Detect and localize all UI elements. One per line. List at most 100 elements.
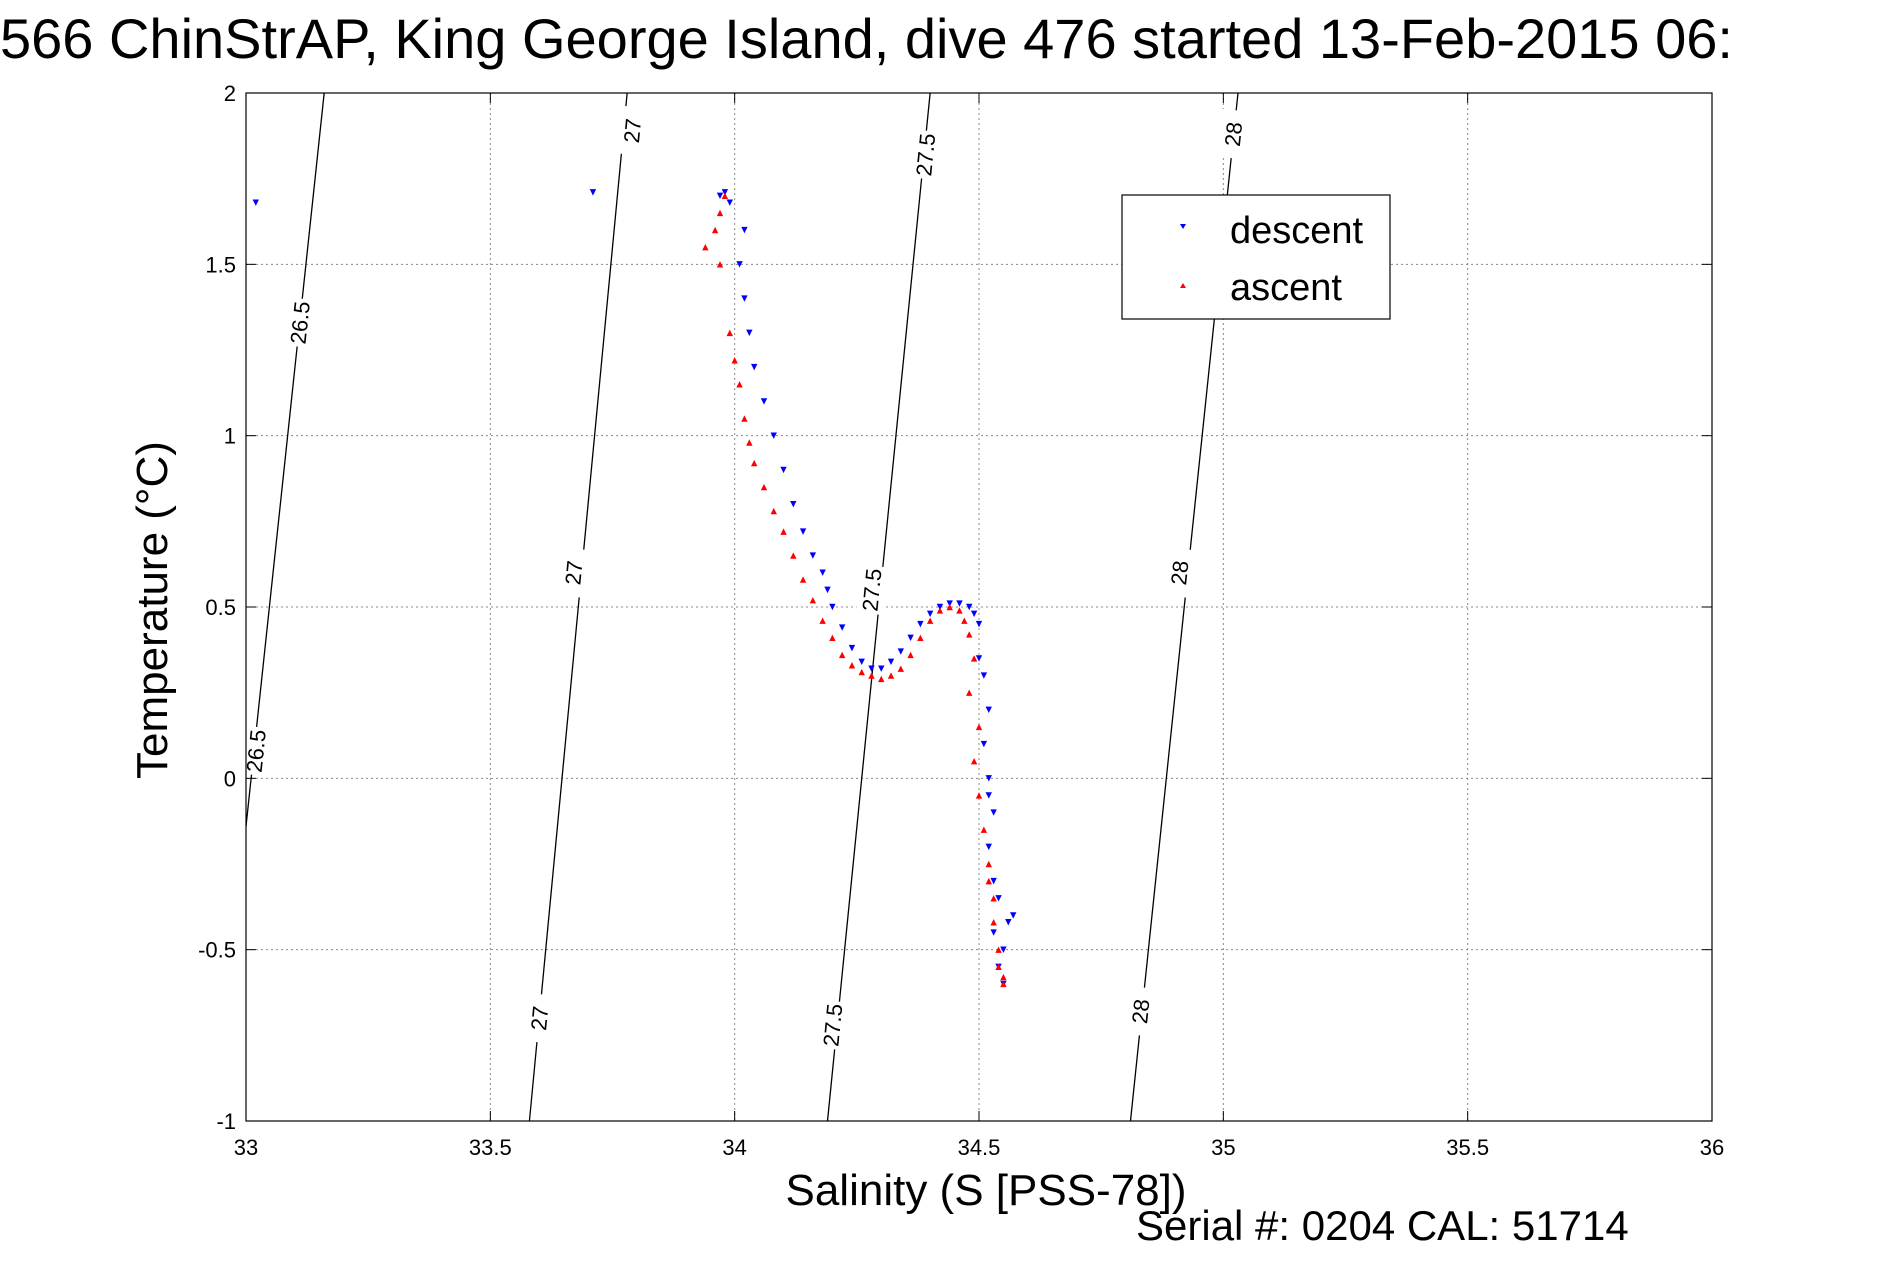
ascent-point [990,895,997,902]
descent-point [907,634,914,642]
descent-point [985,706,992,713]
descent-point [809,552,817,559]
descent-point [887,658,895,666]
descent-point [589,189,597,196]
x-tick-label: 36 [1700,1135,1724,1160]
isopycnal-label: 27 [560,559,587,586]
y-tick-label: 1.5 [205,252,236,277]
legend-box [1121,194,1391,320]
ascent-point [829,634,836,642]
ascent-point [760,483,768,491]
ascent-point [1000,980,1007,988]
descent-point [760,398,768,405]
descent-point [926,610,934,618]
ascent-point [970,655,978,662]
descent-point [936,603,944,611]
ascent-point [809,596,817,604]
chart-title: 566 ChinStrAP, King George Island, dive … [0,7,1733,70]
ascent-point [970,758,978,765]
ascent-point [961,617,968,624]
y-tick-label: 2 [224,81,236,106]
ascent-point [741,415,748,422]
y-tick-label: -1 [216,1109,236,1134]
isopycnal-label-bg [284,297,316,348]
x-tick-label: 35 [1211,1135,1235,1160]
ascent-point [731,357,738,364]
ascent-point [711,226,719,234]
ascent-point [1000,973,1007,981]
ascent-point [838,651,846,659]
grid-lines [246,93,1712,1121]
isopycnal-label: 28 [1166,559,1193,586]
descent-point [868,665,875,672]
descent-point [980,672,988,679]
isopycnal-line [245,92,325,827]
isopycnal-label: 27.5 [911,132,940,177]
descent-point [956,600,963,607]
isopycnal-label: 27.5 [857,567,886,612]
ascent-point [780,528,787,535]
descent-point [878,665,885,672]
descent-point [858,658,865,666]
isopycnal-label-bg [558,547,589,598]
x-tick-label: 35.5 [1446,1135,1489,1160]
descent-point [726,199,733,206]
x-tick-label: 34.5 [958,1135,1001,1160]
descent-point [838,624,846,631]
descent-point [1010,912,1017,919]
isopycnal-label-bg [1217,108,1249,160]
descent-point [770,432,777,439]
ascent-point [716,209,724,217]
y-tick-label: -0.5 [198,938,236,963]
y-tick-label: 0 [224,766,236,791]
descent-point [970,610,978,618]
isopycnal-label: 27 [526,1005,553,1032]
ascent-point [878,675,885,683]
legend-label-ascent: ascent [1230,267,1342,309]
ascent-point [848,662,856,669]
isopycnal-label-bg [523,993,555,1044]
axis-ticks: 33 33.5 34 34.5 35 35.5 36 -1 -0.5 0 0.5 1 1.5 2 [198,81,1724,1160]
descent-point [966,603,973,611]
descent-point [780,466,787,474]
ascent-point [751,459,758,467]
descent-point [985,775,992,782]
ascent-point [956,607,963,614]
descent-point [990,809,997,816]
ascent-point [936,607,944,614]
descent-point [975,655,983,662]
series-ascent [702,192,1007,988]
isopycnal-label-bg [240,725,272,777]
descent-point [897,648,905,655]
descent-point [985,792,992,799]
ascent-point [985,877,992,885]
ascent-point [702,244,709,251]
serial-cal-label: Serial #: 0204 CAL: 51714 [1136,1202,1629,1249]
ascent-point [799,576,807,583]
series-descent [252,189,1017,988]
isopycnal-label: 27 [619,117,646,144]
descent-point [990,877,997,885]
ascent-point [726,329,733,337]
isopycnal-line [528,92,628,1122]
isopycnal-label-bg [616,105,648,156]
descent-point [741,226,748,234]
descent-point [819,569,826,576]
ascent-point [897,665,905,672]
descent-point [721,189,729,196]
descent-point [990,929,997,936]
descent-point [980,740,988,748]
descent-point [848,644,856,652]
descent-point [1005,919,1012,926]
isopycnal-label: 28 [1127,998,1154,1025]
x-axis-label: Salinity (S [PSS-78]) [785,1166,1186,1215]
ascent-point [907,651,914,659]
isopycnal-label-bg [856,564,887,616]
descent-point [829,603,836,611]
descent-point [741,295,748,302]
ascent-point [966,631,973,638]
ascent-point [917,634,924,642]
ascent-point [887,672,895,679]
